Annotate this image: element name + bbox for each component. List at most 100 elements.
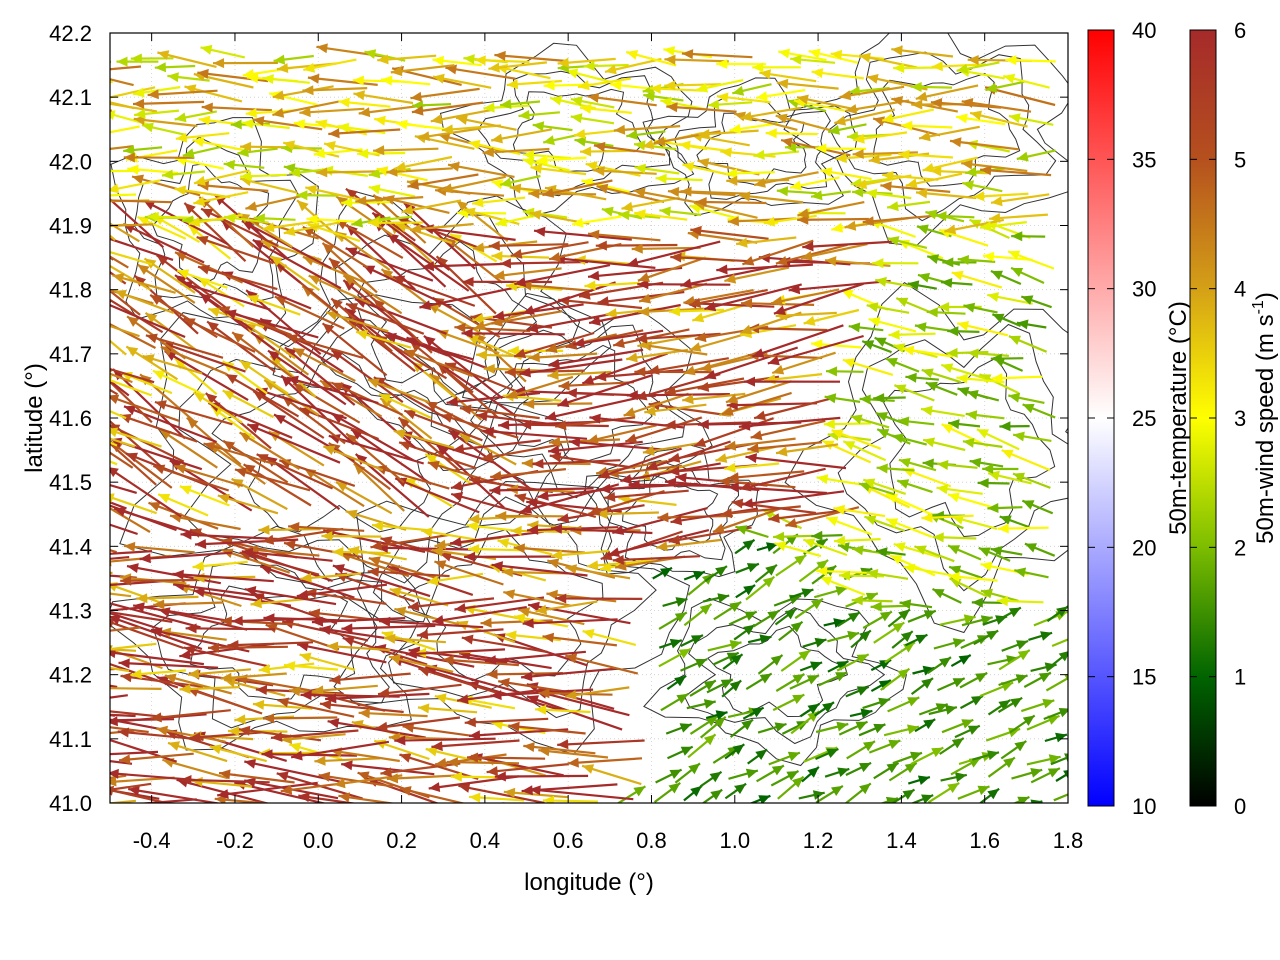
wind-vector-head-661 — [739, 481, 752, 492]
wind-vector-shaft-640 — [246, 423, 341, 464]
wind-vector-1370 — [649, 83, 704, 94]
y-tick-label-12: 42.2 — [49, 21, 92, 46]
wind-vector-head-852 — [331, 298, 343, 310]
wind-vector-head-702 — [724, 440, 737, 451]
wind-vector-64 — [521, 783, 618, 796]
wind-vector-head-991 — [597, 296, 609, 307]
wind-vector-650 — [490, 468, 567, 481]
wind-vector-head-577 — [731, 498, 744, 509]
wind-vector-24 — [653, 782, 681, 803]
wind-vector-head-86 — [64, 751, 75, 761]
wind-vector-412 — [851, 595, 893, 606]
wind-vector-68 — [699, 770, 723, 788]
wind-vector-head-873 — [811, 339, 823, 350]
wind-vector-shaft-435 — [367, 570, 450, 578]
wind-vector-head-168 — [25, 698, 37, 708]
wind-vector-head-328 — [901, 631, 913, 642]
wind-vector-109 — [687, 733, 717, 759]
wind-vector-head-894 — [326, 310, 339, 321]
wind-vector-shaft-1285 — [613, 125, 681, 132]
wind-vector-1318 — [411, 101, 484, 116]
wind-vector-head-72 — [807, 766, 819, 778]
wind-vector-237 — [721, 679, 742, 698]
wind-vector-1091 — [1011, 231, 1046, 242]
wind-vector-443 — [565, 564, 631, 580]
wind-vector-head-959 — [866, 302, 879, 313]
wind-vector-head-824 — [634, 366, 646, 377]
wind-vector-head-1083 — [800, 251, 813, 261]
wind-vector-971 — [176, 269, 228, 289]
wind-vector-head-489 — [742, 539, 755, 551]
wind-vector-1332 — [740, 106, 801, 122]
wind-vector-1180 — [161, 169, 206, 180]
wind-vector-shaft-804 — [161, 341, 246, 373]
wind-vector-head-1192 — [407, 179, 420, 190]
wind-vector-head-1180 — [161, 169, 174, 180]
wind-vector-490 — [756, 542, 779, 552]
wind-vector-head-961 — [926, 307, 938, 318]
wind-vector-shaft-351 — [394, 607, 460, 626]
wind-vector-shaft-1362 — [445, 66, 516, 80]
wind-vector-head-1232 — [373, 145, 385, 156]
wind-vector-head-81 — [1030, 768, 1043, 778]
wind-vector-head-259 — [183, 645, 196, 655]
wind-vector-head-486 — [599, 562, 612, 573]
wind-vector-620 — [741, 490, 845, 509]
wind-vector-1356 — [307, 73, 378, 86]
wind-vector-head-421 — [35, 566, 46, 576]
wind-vector-head-1087 — [916, 224, 929, 235]
wind-vector-1037 — [680, 264, 778, 289]
wind-vector-106 — [538, 746, 609, 759]
wind-vector-37 — [957, 785, 990, 800]
wind-vector-1326 — [587, 92, 657, 107]
wind-vector-1377 — [811, 68, 864, 80]
wind-vector-91 — [209, 744, 267, 763]
wind-vector-648 — [458, 433, 517, 466]
wind-vector-431 — [300, 572, 362, 583]
wind-vector-301 — [179, 642, 275, 660]
wind-vector-head-1166 — [811, 190, 823, 201]
y-tick-label-1: 41.1 — [49, 727, 92, 752]
wind-vector-shaft-937 — [342, 274, 403, 315]
wind-vector-shaft-253 — [110, 666, 130, 673]
wind-vector-head-329 — [915, 634, 928, 645]
wind-vector-head-298 — [110, 615, 121, 625]
wind-vector-head-266 — [342, 636, 355, 646]
wind-vector-1079 — [690, 225, 769, 240]
wind-vector-head-905 — [565, 339, 578, 350]
wind-vector-562 — [394, 477, 480, 514]
wind-vector-head-1007 — [1011, 267, 1024, 277]
wind-vector-head-70 — [771, 765, 784, 776]
wind-vector-head-29 — [791, 776, 804, 788]
wind-vector-163 — [954, 724, 981, 739]
wind-vector-shaft-346 — [252, 593, 338, 625]
wind-vector-shaft-1128 — [862, 214, 934, 224]
wind-vector-1081 — [742, 239, 814, 266]
wind-vector-159 — [858, 723, 886, 737]
wind-vector-1336 — [834, 108, 896, 126]
wind-vector-964 — [987, 292, 1033, 305]
wind-vector-309 — [383, 633, 446, 644]
wind-vector-head-767 — [284, 347, 297, 359]
wind-vector-194 — [705, 710, 728, 720]
wind-vector-head-623 — [863, 478, 876, 488]
wind-vector-368 — [837, 611, 861, 628]
wind-vector-1324 — [570, 96, 615, 109]
wind-vector-shaft-724 — [255, 387, 347, 420]
wind-vector-26 — [701, 788, 723, 803]
wind-vector-1331 — [716, 92, 771, 104]
wind-vector-head-1372 — [696, 82, 708, 93]
wind-vector-600 — [328, 442, 391, 491]
wind-vector-shaft-928 — [136, 263, 196, 304]
wind-vector-head-694 — [549, 437, 561, 447]
wind-vector-head-791 — [873, 393, 885, 404]
wind-vector-head-262 — [283, 661, 296, 671]
wind-vector-head-1034 — [637, 272, 650, 282]
wind-vector-318 — [658, 638, 683, 649]
wind-vector-shaft-530 — [607, 529, 710, 556]
wind-vector-1077 — [626, 240, 721, 268]
wind-vector-334 — [1028, 631, 1053, 641]
wind-vector-head-1299 — [956, 113, 968, 124]
wind-vector-1202 — [655, 173, 703, 184]
wind-vector-306 — [326, 641, 391, 652]
